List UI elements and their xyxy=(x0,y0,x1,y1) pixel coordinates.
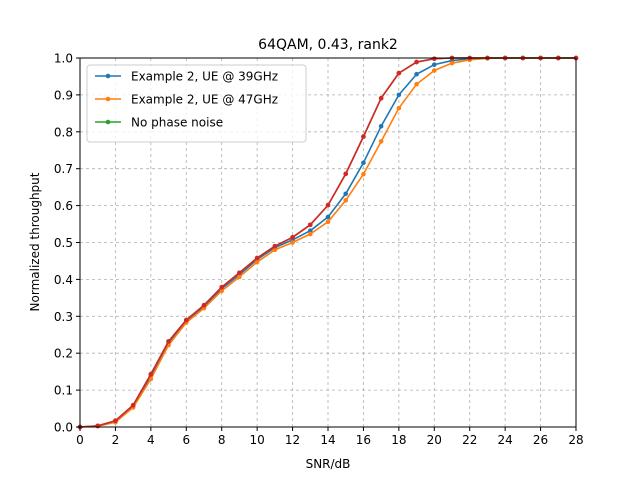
y-tick-label: 0.8 xyxy=(54,125,73,139)
y-axis-label: Normalized throughput xyxy=(28,172,42,311)
y-tick-label: 0.6 xyxy=(54,199,73,213)
x-axis-label: SNR/dB xyxy=(306,457,351,471)
data-point xyxy=(148,371,154,377)
data-point xyxy=(325,202,331,208)
data-point xyxy=(254,255,260,261)
data-point xyxy=(431,62,437,67)
data-point xyxy=(290,240,295,245)
x-tick-label: 18 xyxy=(391,433,406,447)
x-tick-label: 14 xyxy=(320,433,335,447)
x-tick-label: 20 xyxy=(427,433,442,447)
data-point xyxy=(361,134,366,139)
data-point xyxy=(396,92,402,98)
legend-box xyxy=(86,64,307,143)
data-point xyxy=(343,191,349,197)
y-tick-label: 0.0 xyxy=(54,421,73,435)
legend-item: Example 2, UE @ 39GHz xyxy=(95,70,278,84)
y-tick-label: 0.4 xyxy=(54,273,73,287)
data-point xyxy=(449,60,455,66)
data-point xyxy=(219,288,225,294)
data-point xyxy=(254,259,260,265)
data-point xyxy=(307,222,313,228)
data-point xyxy=(166,339,171,344)
data-point xyxy=(431,56,437,62)
data-point xyxy=(414,71,419,77)
data-point xyxy=(325,214,331,220)
legend-swatch-marker xyxy=(105,119,111,125)
data-point xyxy=(396,70,402,76)
x-tick-label: 24 xyxy=(498,433,513,447)
y-tick-label: 0.9 xyxy=(54,88,73,102)
chart-title: 64QAM, 0.43, rank2 xyxy=(258,37,398,53)
data-point xyxy=(414,59,419,65)
y-tick-label: 1.0 xyxy=(54,52,73,66)
legend-label: Example 2, UE @ 39GHz xyxy=(131,70,278,84)
x-tick-label: 16 xyxy=(356,433,371,447)
data-point xyxy=(95,423,101,429)
data-point xyxy=(237,270,242,276)
ticks: 0 2 4 6 8 10 12 14 16 18 20 22 24 26 280.00.10.20.30.4… xyxy=(54,52,584,448)
legend: Example 2, UE @ 39GHz Example 2, UE @ 47G… xyxy=(86,64,307,143)
data-point xyxy=(307,228,313,233)
legend-swatch-marker xyxy=(105,96,111,102)
data-point xyxy=(148,376,154,382)
data-point xyxy=(361,171,366,177)
data-point xyxy=(113,418,118,424)
y-tick-label: 0.3 xyxy=(54,310,73,324)
data-point xyxy=(183,317,189,323)
y-tick-label: 0.1 xyxy=(54,384,73,398)
x-tick-label: 6 xyxy=(182,433,190,447)
legend-item: Example 2, UE @ 47GHz xyxy=(95,93,278,107)
data-point xyxy=(290,235,295,240)
data-point xyxy=(272,247,278,253)
data-point xyxy=(219,284,225,290)
data-point xyxy=(237,274,242,280)
x-tick-label: 0 xyxy=(76,433,84,447)
data-point xyxy=(414,81,419,87)
legend-item: No phase noise xyxy=(95,116,223,130)
y-tick-label: 0.7 xyxy=(54,162,73,176)
x-tick-label: 12 xyxy=(285,433,300,447)
data-point xyxy=(325,219,331,225)
x-tick-label: 22 xyxy=(462,433,477,447)
data-point xyxy=(378,123,384,129)
y-tick-label: 0.2 xyxy=(54,347,73,361)
data-point xyxy=(361,160,366,166)
data-point xyxy=(130,402,136,408)
x-tick-label: 26 xyxy=(533,433,548,447)
data-point xyxy=(343,171,349,177)
x-tick-label: 10 xyxy=(250,433,265,447)
data-point xyxy=(343,198,349,203)
data-point xyxy=(431,68,437,73)
x-tick-label: 2 xyxy=(112,433,120,447)
data-point xyxy=(378,95,384,101)
data-point xyxy=(272,243,278,249)
y-tick-label: 0.5 xyxy=(54,236,73,250)
data-point xyxy=(307,231,313,237)
x-tick-label: 8 xyxy=(218,433,226,447)
x-tick-label: 28 xyxy=(568,433,583,447)
data-point xyxy=(378,139,384,144)
legend-swatch-marker xyxy=(105,73,111,79)
legend-label: No phase noise xyxy=(131,116,223,130)
x-tick-label: 4 xyxy=(147,433,155,447)
data-point xyxy=(201,302,207,308)
data-point xyxy=(396,105,402,111)
legend-label: Example 2, UE @ 47GHz xyxy=(131,93,278,107)
